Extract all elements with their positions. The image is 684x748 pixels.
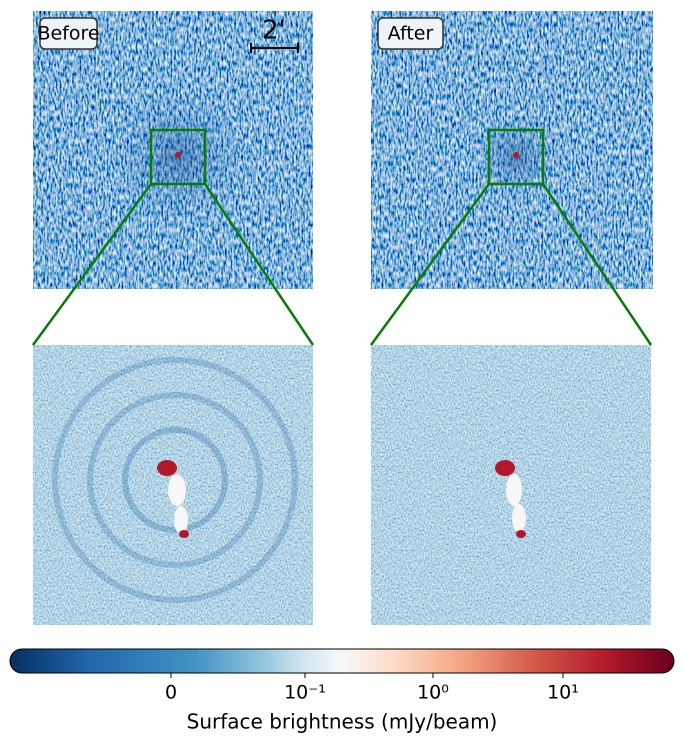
colorbar-tick-label: 10⁰ bbox=[417, 682, 449, 704]
zoom-indicator bbox=[31, 128, 653, 346]
panel-label: Before bbox=[37, 23, 99, 45]
knot bbox=[516, 530, 526, 538]
label-box bbox=[377, 17, 444, 50]
ring bbox=[52, 357, 298, 603]
colorbar: 0 10⁻¹ 10⁰ 10¹ Surface brightness (mJy/b… bbox=[9, 648, 675, 734]
colorbar-ticks bbox=[170, 673, 564, 678]
jet bbox=[174, 506, 188, 534]
source bbox=[513, 152, 519, 158]
jet bbox=[506, 474, 522, 506]
knot bbox=[179, 530, 189, 538]
colorbar-label: Surface brightness (mJy/beam) bbox=[187, 710, 498, 734]
colorbar-tick-label: 0 bbox=[165, 682, 177, 704]
scale-bar-label: 2' bbox=[262, 16, 286, 46]
colorbar-tick-label: 10¹ bbox=[547, 682, 579, 704]
colorbar-gradient bbox=[10, 649, 674, 673]
label-box bbox=[39, 17, 98, 50]
panel-before: Before 2' bbox=[33, 11, 313, 289]
jet bbox=[512, 504, 526, 532]
colorbar-outline bbox=[9, 648, 675, 674]
scale-bar bbox=[250, 43, 299, 53]
core bbox=[157, 460, 177, 476]
core bbox=[495, 460, 515, 476]
ring bbox=[87, 392, 263, 568]
panel-after: After bbox=[371, 11, 653, 289]
source bbox=[175, 152, 181, 158]
jet bbox=[168, 474, 186, 506]
zoom-after bbox=[371, 345, 651, 625]
zoom-before bbox=[33, 345, 313, 625]
panel-label: After bbox=[388, 23, 434, 45]
colorbar-tick-label: 10⁻¹ bbox=[284, 682, 326, 704]
ring bbox=[122, 427, 228, 533]
